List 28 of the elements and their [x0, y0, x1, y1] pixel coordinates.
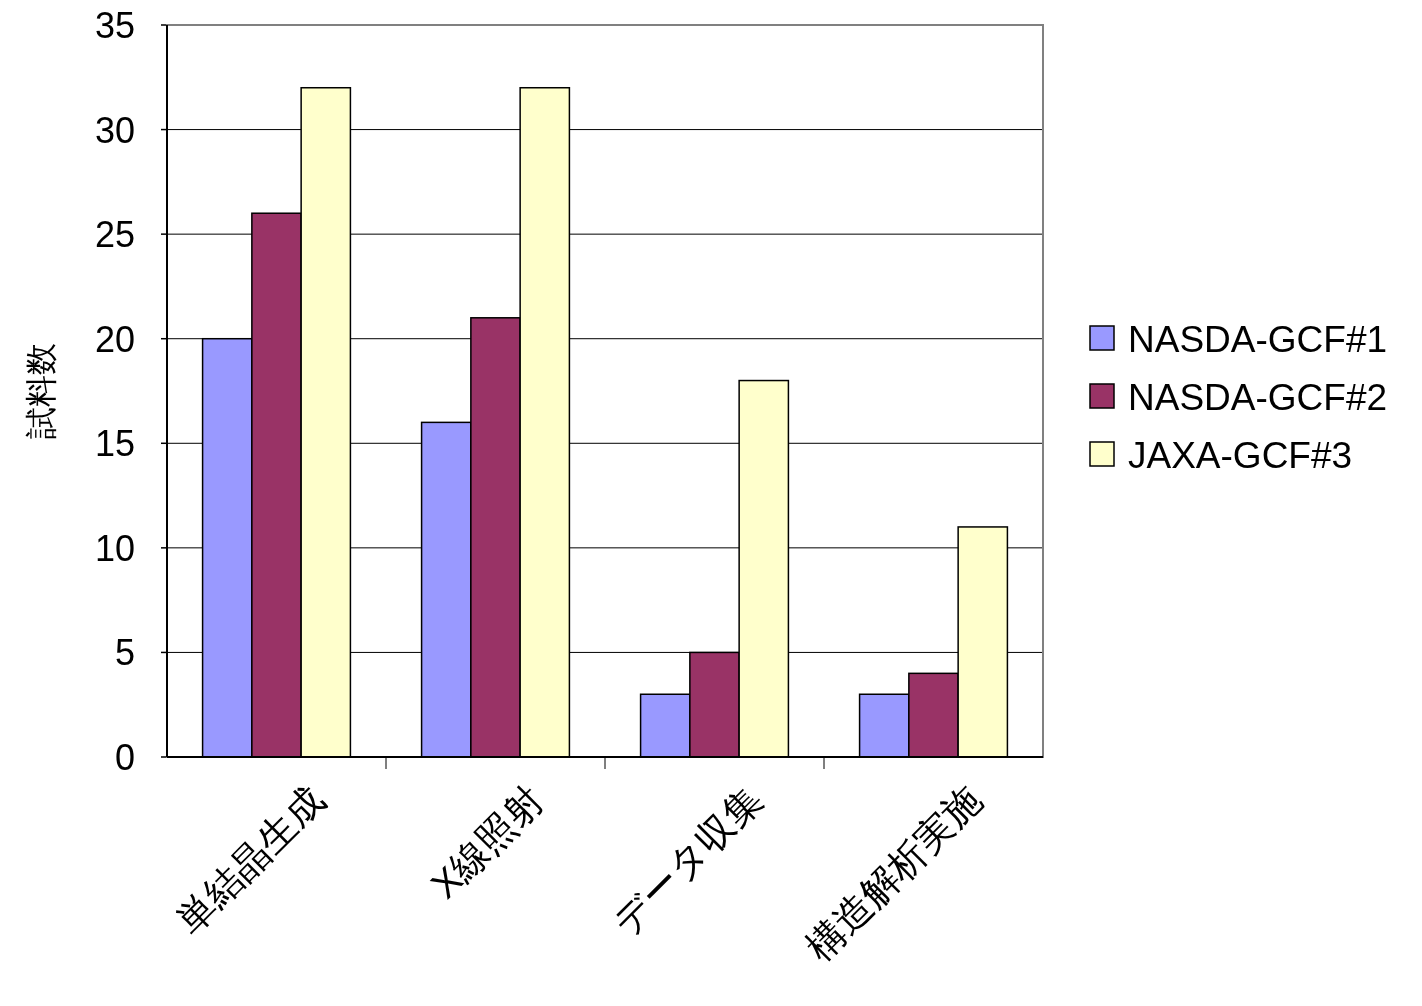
- x-tick-label: X線照射: [422, 777, 552, 907]
- bar: [858, 693, 910, 758]
- bar: [957, 526, 1009, 758]
- legend-label: NASDA-GCF#1: [1128, 319, 1388, 360]
- x-tick-label: データ収集: [604, 777, 771, 944]
- y-tick-label: 30: [94, 109, 135, 151]
- bar: [639, 693, 691, 758]
- y-tick-label: 10: [94, 527, 135, 569]
- legend-label: JAXA-GCF#3: [1128, 435, 1353, 476]
- bar: [470, 317, 521, 758]
- y-axis-title: 試料数: [23, 343, 59, 439]
- y-tick-label: 35: [94, 5, 135, 46]
- y-tick-label: 5: [114, 632, 135, 674]
- bar: [908, 672, 959, 758]
- x-tick-label: 単結晶生成: [168, 777, 333, 943]
- bar: [420, 421, 472, 758]
- bar: [738, 379, 790, 758]
- y-tick-label: 0: [114, 737, 135, 778]
- bar: [300, 86, 352, 758]
- bar: [519, 86, 571, 758]
- bar: [201, 337, 253, 758]
- y-tick-label: 25: [94, 214, 135, 256]
- y-tick-label: 15: [94, 423, 135, 465]
- x-tick-label: 構造解析実施: [798, 777, 990, 969]
- bar: [251, 212, 302, 758]
- legend-label: NASDA-GCF#2: [1128, 377, 1388, 418]
- bar: [689, 651, 740, 758]
- y-tick-label: 20: [94, 318, 135, 360]
